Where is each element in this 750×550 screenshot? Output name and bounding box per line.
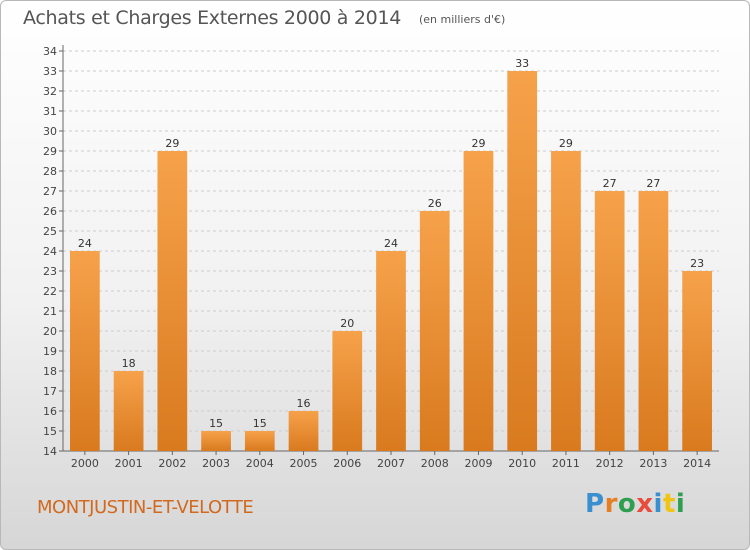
- x-tick-label: 2000: [71, 457, 99, 470]
- y-tick-label: 31: [43, 105, 57, 118]
- y-tick-label: 21: [43, 305, 57, 318]
- bar-value-label: 26: [428, 197, 442, 210]
- labels: 14 15 16 17 18 19 20 21 22 23 24 25 26 27 28 29 30 31 32 33…: [43, 45, 711, 470]
- logo-letter: r: [604, 489, 618, 519]
- x-tick-label: 2009: [464, 457, 492, 470]
- x-tick-label: 2013: [639, 457, 667, 470]
- bar-value-label: 33: [515, 57, 529, 70]
- bar-value-label: 16: [297, 397, 311, 410]
- y-tick-label: 34: [43, 45, 57, 58]
- y-tick-label: 26: [43, 205, 57, 218]
- x-tick-label: 2010: [508, 457, 536, 470]
- bar-2011: [551, 151, 581, 451]
- y-tick-label: 32: [43, 85, 57, 98]
- bar-value-label: 18: [122, 357, 136, 370]
- commune-name: MONTJUSTIN-ET-VELOTTE: [37, 497, 254, 518]
- y-tick-label: 17: [43, 385, 57, 398]
- bar-2005: [288, 411, 319, 451]
- bar-2009: [463, 151, 494, 451]
- y-tick-label: 22: [43, 285, 57, 298]
- bar-2001: [113, 371, 144, 451]
- bar-2003: [201, 431, 231, 451]
- x-tick-label: 2005: [290, 457, 318, 470]
- proxiti-logo[interactable]: Proxiti: [585, 489, 685, 519]
- bar-value-label: 27: [603, 177, 617, 190]
- bar-2007: [376, 251, 406, 451]
- bar-2013: [638, 191, 669, 451]
- x-tick-label: 2007: [377, 457, 405, 470]
- bar-2006: [332, 331, 363, 451]
- y-tick-label: 19: [43, 345, 57, 358]
- logo-letter: i: [653, 489, 663, 519]
- x-tick-label: 2006: [333, 457, 361, 470]
- y-tick-label: 24: [43, 245, 57, 258]
- bar-2002: [157, 151, 188, 451]
- bar-2014: [682, 271, 713, 451]
- bar-value-label: 23: [690, 257, 704, 270]
- y-tick-label: 25: [43, 225, 57, 238]
- logo-letter: i: [675, 489, 686, 519]
- x-tick-label: 2012: [596, 457, 624, 470]
- bar-value-label: 15: [209, 417, 223, 430]
- bar-value-label: 29: [471, 137, 485, 150]
- bar-value-label: 24: [384, 237, 398, 250]
- y-tick-label: 30: [43, 125, 57, 138]
- logo-letter: x: [636, 489, 654, 519]
- chart-subtitle: (en milliers d'€): [419, 13, 506, 26]
- x-tick-label: 2004: [246, 457, 274, 470]
- y-tick-label: 15: [43, 425, 57, 438]
- bar-2004: [244, 431, 275, 451]
- x-tick-label: 2002: [158, 457, 186, 470]
- bar-2000: [69, 251, 100, 451]
- y-tick-label: 20: [43, 325, 57, 338]
- y-tick-label: 16: [43, 405, 57, 418]
- logo-letter: t: [662, 489, 676, 519]
- y-tick-label: 18: [43, 365, 57, 378]
- y-tick-label: 28: [43, 165, 57, 178]
- y-tick-label: 27: [43, 185, 57, 198]
- y-tick-label: 23: [43, 265, 57, 278]
- logo-letter: o: [617, 489, 637, 519]
- bar-value-label: 20: [340, 317, 354, 330]
- bar-2010: [507, 71, 538, 451]
- y-tick-label: 14: [43, 445, 57, 458]
- chart-title: Achats et Charges Externes 2000 à 2014: [23, 7, 402, 29]
- bar-value-label: 27: [646, 177, 660, 190]
- x-tick-label: 2003: [202, 457, 230, 470]
- logo-letter: P: [585, 489, 605, 519]
- y-tick-label: 33: [43, 65, 57, 78]
- y-tick-label: 29: [43, 145, 57, 158]
- bar-value-label: 15: [253, 417, 267, 430]
- bar-value-label: 24: [78, 237, 92, 250]
- bar-value-label: 29: [559, 137, 573, 150]
- x-tick-label: 2001: [115, 457, 143, 470]
- bar-2012: [594, 191, 625, 451]
- bar-2008: [419, 211, 450, 451]
- x-tick-label: 2008: [421, 457, 449, 470]
- x-tick-label: 2014: [683, 457, 711, 470]
- x-tick-label: 2011: [552, 457, 580, 470]
- bar-value-label: 29: [165, 137, 179, 150]
- bars: [69, 71, 713, 451]
